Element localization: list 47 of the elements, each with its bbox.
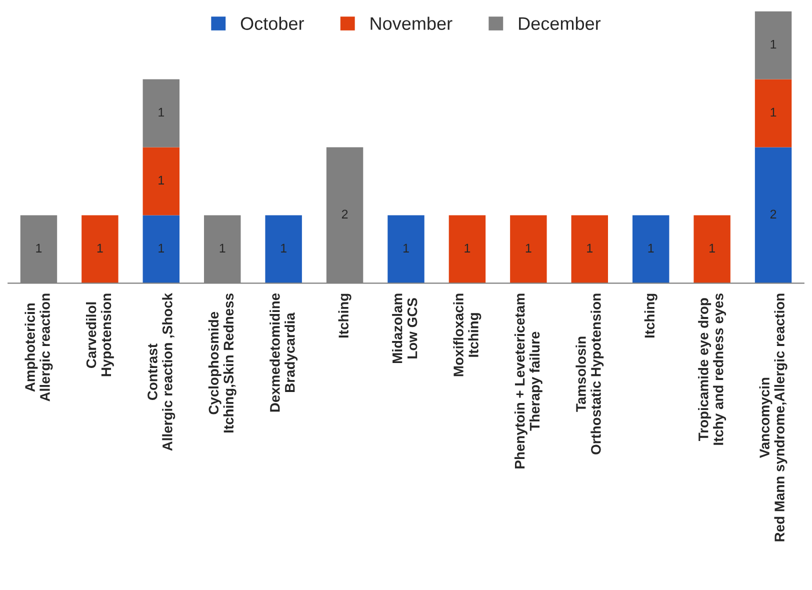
bar	[754, 11, 792, 80]
x-tick-label: Cyclophosmide Itching,Skin Redness	[208, 293, 236, 432]
x-tick-label: Tropicamide eye drop Itchy and redness eyes	[698, 293, 726, 445]
x-tick-label: Dexmedetomidine Bradycardia	[270, 293, 298, 412]
x-tick-label: Vancomycin Red Mann syndrome,Allergic reaction	[759, 294, 788, 542]
x-tick-label: Contrast Allergic reaction ,Shock	[148, 292, 176, 451]
data-label: 1	[770, 108, 776, 117]
bar	[571, 215, 608, 284]
data-label: 1	[403, 244, 409, 252]
data-label: 2	[342, 210, 348, 218]
data-label: 1	[587, 244, 593, 252]
data-label: 1	[464, 244, 470, 252]
bar	[694, 215, 730, 284]
bar	[754, 147, 792, 284]
bar	[388, 215, 424, 284]
bar	[142, 79, 180, 148]
x-tick-label: Carvedilol Hypotension	[86, 294, 114, 376]
bar	[510, 215, 547, 284]
data-label: 1	[97, 244, 103, 252]
bar	[142, 215, 180, 284]
x-tick-label: Moxifloxacin Itching	[453, 294, 482, 376]
bar	[142, 147, 180, 216]
data-label: 1	[36, 244, 42, 252]
x-tick-label: Amphotericin Allergic reaction	[24, 294, 53, 402]
data-label: 1	[648, 244, 654, 252]
data-label: 1	[158, 176, 164, 184]
x-tick-label: Itching	[644, 294, 658, 338]
bar	[265, 215, 302, 284]
legend-label: November	[370, 16, 452, 30]
data-label: 1	[220, 244, 226, 252]
bar	[448, 215, 486, 284]
x-tick-label: Phenytoin + Levetericetam Therapy failure	[514, 294, 542, 468]
x-tick-label: Midazolam Low GCS	[392, 294, 418, 363]
x-tick-label: Tamsolosin Orthostatic Hypotension	[576, 294, 604, 454]
data-label: 1	[158, 108, 164, 117]
data-label: 1	[281, 244, 286, 252]
data-label: 1	[770, 40, 776, 49]
data-label: 1	[526, 244, 532, 252]
bar	[754, 79, 792, 148]
bar	[632, 215, 670, 284]
legend-label: October	[240, 16, 304, 30]
x-tick-label: Itching	[338, 294, 352, 338]
data-label: 1	[710, 244, 715, 252]
data-label: 1	[158, 244, 164, 252]
data-label: 2	[770, 210, 776, 218]
bar	[82, 215, 118, 284]
legend-label: December	[519, 16, 601, 30]
